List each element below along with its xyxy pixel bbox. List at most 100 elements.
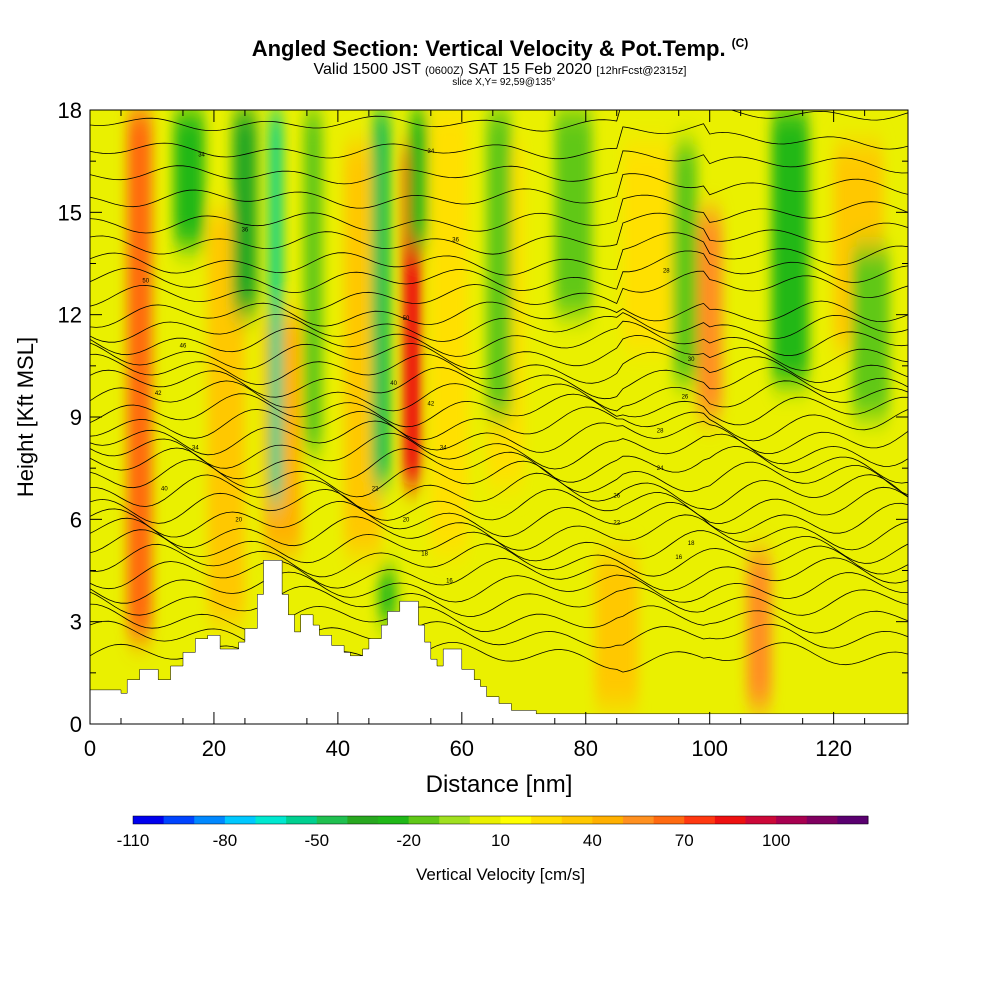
colorbar-swatch-3 [224,816,256,824]
isentrope-line-25 [90,270,908,311]
isentrope-label-14: 34 [192,446,199,452]
colorbar-tick-label-7: 100 [762,831,790,850]
isentrope-line-9 [90,500,908,538]
plot-area: 34 34 36 36 28 50 50 46 30 40 42 26 42 28 34 34 24 40 22 26… [90,110,908,724]
chart-subtitle: Valid 1500 JST (0600Z) SAT 15 Feb 2020 [… [0,61,1000,79]
isentrope-line-23 [90,312,908,343]
colorbar-swatch-8 [378,816,410,824]
isentrope-line-26 [90,250,908,294]
isentrope-line-19 [90,366,908,400]
isentrope-label-17: 40 [161,487,168,493]
isentrope-label-13: 28 [657,429,664,435]
isentrope-line-18 [90,380,908,412]
colorbar-swatch-14 [561,816,593,824]
y-tick-label-4: 12 [58,303,82,328]
isentrope-line-4 [90,571,908,604]
chart-title: Angled Section: Vertical Velocity & Pot.… [0,36,1000,62]
y-tick-label-1: 3 [70,610,82,635]
isentrope-line-22 [90,320,908,357]
isentrope-line-17 [90,393,908,428]
y-tick-label-2: 6 [70,507,82,532]
isentrope-line-32 [90,123,908,160]
colorbar-swatch-9 [408,816,440,824]
isentrope-line-1 [90,620,908,650]
velocity-column-13 [232,110,258,315]
isentrope-label-12: 42 [427,401,434,407]
isentrope-label-0: 34 [198,152,205,158]
isentrope-label-2: 36 [242,227,249,233]
colorbar-swatch-17 [653,816,685,824]
isentrope-label-21: 20 [403,517,410,523]
x-tick-label-0: 0 [84,736,96,761]
isentrope-line-10 [90,486,908,524]
colorbar-swatch-20 [745,816,777,824]
isentrope-label-16: 24 [657,466,664,472]
isentrope-label-15: 34 [440,446,447,452]
colorbar-swatch-21 [776,816,808,824]
x-tick-label-4: 80 [574,736,598,761]
isentrope-line-2 [90,603,908,634]
velocity-column-10 [746,553,772,707]
colorbar-swatch-0 [133,816,165,824]
colorbar-swatch-12 [500,816,532,824]
isentrope-line-5 [90,557,908,592]
isentrope-line-31 [90,150,908,185]
isentrope-line-6 [90,543,908,578]
isentrope-label-18: 22 [372,487,379,493]
y-tick-label-3: 9 [70,405,82,430]
isentrope-line-27 [90,232,908,276]
colorbar-swatch-7 [347,816,379,824]
isentrope-line-3 [90,585,908,617]
isentrope-label-1: 34 [427,149,434,155]
colorbar-swatch-18 [684,816,716,824]
x-tick-label-3: 60 [450,736,474,761]
isentrope-line-14 [90,432,908,470]
valid-zulu: (0600Z) [425,65,464,77]
isentrope-label-10: 42 [155,391,162,397]
colorbar-swatch-13 [531,816,563,824]
colorbar-tick-label-2: -50 [304,831,329,850]
x-axis-label: Distance [nm] [426,771,573,798]
velocity-column-7 [595,553,639,707]
slice-info: slice X,Y= 92,59@135° [452,77,556,88]
colorbar-tick-label-6: 70 [675,831,694,850]
x-tick-label-2: 40 [326,736,350,761]
isentrope-line-15 [90,420,908,456]
isentrope-label-5: 50 [142,279,149,285]
x-tick-label-5: 100 [691,736,728,761]
velocity-column-19 [554,110,592,315]
isentrope-label-25: 16 [675,555,682,561]
velocity-column-16 [371,110,391,486]
colorbar-swatch-15 [592,816,624,824]
x-tick-label-6: 120 [815,736,852,761]
colorbar-title: Vertical Velocity [cm/s] [416,865,585,884]
isentrope-line-21 [90,335,908,371]
y-tick-label-0: 0 [70,712,82,737]
colorbar-tick-label-3: -20 [396,831,421,850]
isentrope-line-0 [90,642,908,673]
isentrope-label-6: 50 [403,316,410,322]
potential-temperature-contours: 34 34 36 36 28 50 50 46 30 40 42 26 42 28 34 34 24 40 22 26… [90,110,908,673]
isentrope-label-22: 22 [613,521,620,527]
isentrope-label-4: 28 [663,268,670,274]
isentrope-line-30 [90,173,908,209]
colorbar-swatch-19 [714,816,746,824]
isentrope-line-16 [90,406,908,442]
isentrope-label-20: 20 [235,517,242,523]
velocity-column-18 [486,110,512,417]
isentrope-label-26: 16 [446,579,453,585]
y-tick-label-5: 15 [58,200,82,225]
colorbar-swatch-4 [255,816,287,824]
velocity-column-22 [852,246,890,417]
colorbar-tick-label-4: 10 [491,831,510,850]
isentrope-line-11 [90,472,908,511]
colorbar-tick-label-0: -110 [117,831,150,850]
y-tick-label-6: 18 [58,98,82,123]
velocity-column-5 [430,110,469,554]
velocity-column-21 [771,110,809,383]
terrain-mask [90,560,908,724]
colorbar-swatch-6 [316,816,348,824]
colorbar-frame [132,815,869,825]
